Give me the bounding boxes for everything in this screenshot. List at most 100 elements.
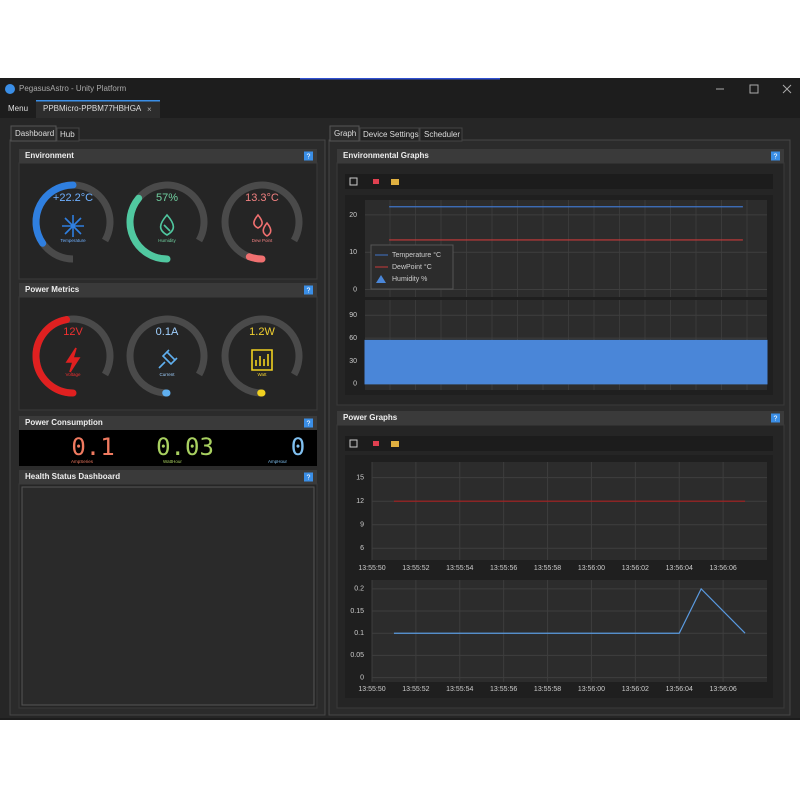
- line: [393, 587, 746, 634]
- help-label: ?: [774, 153, 778, 160]
- help-button[interactable]: [304, 285, 313, 295]
- y-tick-label: 60: [349, 335, 357, 342]
- gauge-track: [126, 315, 208, 397]
- toolbar-icons: [349, 177, 399, 448]
- gauge-icon: [159, 213, 175, 236]
- window-title: PegasusAstro - Unity Platform: [19, 84, 126, 93]
- help-label: ?: [774, 415, 778, 422]
- focus-strip: [300, 78, 500, 80]
- menu[interactable]: Menu: [8, 104, 28, 113]
- x-tick-label: 13:56:04: [666, 686, 693, 693]
- x-tick-label: 13:56:00: [578, 686, 605, 693]
- device-tab[interactable]: [36, 100, 160, 118]
- gauge-arc: [245, 253, 266, 263]
- panel-title: Health Status Dashboard: [25, 472, 120, 481]
- y-tick-label: 0: [353, 286, 357, 293]
- tab[interactable]: [359, 127, 420, 142]
- x-tick-label: 13:56:04: [666, 565, 693, 572]
- legend-label: Temperature °C: [392, 251, 441, 259]
- plot-area: [372, 580, 767, 682]
- toolbar: [345, 174, 773, 189]
- tab-label[interactable]: Graph: [334, 129, 356, 138]
- gauge-value: 13.3°C: [245, 192, 279, 204]
- tool-button[interactable]: [373, 441, 379, 446]
- help-label: ?: [307, 420, 311, 427]
- help-button[interactable]: [771, 413, 780, 423]
- gauge-icon: [65, 347, 81, 373]
- help-label: ?: [307, 153, 311, 160]
- x-tick-label: 13:55:52: [402, 686, 429, 693]
- help-button[interactable]: [304, 472, 313, 482]
- gauge-value: +22.2°C: [53, 192, 93, 204]
- y-tick-label: 0.05: [350, 652, 364, 659]
- x-tick-label: 13:55:50: [358, 565, 385, 572]
- y-tick-label: 0.1: [354, 630, 364, 637]
- tool-button[interactable]: [391, 441, 399, 447]
- maximize-button[interactable]: [749, 84, 759, 94]
- tab[interactable]: [10, 125, 57, 142]
- y-tick-label: 0: [353, 381, 357, 388]
- gauge-value: 57%: [156, 192, 178, 204]
- gauge-label: Watt: [257, 372, 267, 377]
- gauge-arc: [32, 316, 77, 397]
- panel-title: Power Consumption: [25, 418, 103, 427]
- tab[interactable]: [329, 125, 360, 142]
- tab-label[interactable]: Scheduler: [424, 130, 460, 139]
- y-tick-label: 0: [360, 674, 364, 681]
- x-tick-label: 13:55:54: [446, 565, 473, 572]
- help-button[interactable]: [304, 151, 313, 161]
- toolbar: [345, 436, 773, 451]
- tool-button[interactable]: [349, 439, 358, 448]
- tab-close[interactable]: ×: [147, 105, 152, 114]
- tab[interactable]: [419, 127, 463, 142]
- panel-header: [337, 411, 784, 425]
- gauge-label: Humidity: [158, 238, 176, 243]
- area: [364, 339, 768, 385]
- x-tick-label: 13:56:06: [709, 686, 736, 693]
- help-button[interactable]: [304, 418, 313, 428]
- gauge-value: 1.2W: [249, 326, 275, 338]
- legend-label: DewPoint °C: [392, 263, 432, 271]
- device-tab-label[interactable]: PPBMicro-PPBM77HBHGA: [43, 104, 142, 113]
- panel-title: Environment: [25, 151, 74, 160]
- tool-button[interactable]: [391, 179, 399, 185]
- y-tick-label: 0.15: [350, 608, 364, 615]
- legend-label: Humidity %: [392, 276, 427, 283]
- panel-header: [19, 470, 317, 484]
- y-tick-label: 10: [349, 249, 357, 256]
- gauge-value: 12V: [63, 326, 83, 338]
- y-tick-label: 20: [349, 212, 357, 219]
- display-label: AmpHour: [268, 459, 288, 464]
- gauge-arc: [126, 194, 171, 263]
- tab[interactable]: [56, 127, 80, 142]
- x-tick-label: 13:55:50: [358, 686, 385, 693]
- display-label: AmpSeries: [71, 459, 94, 464]
- y-tick-label: 15: [356, 475, 364, 482]
- tool-button[interactable]: [349, 177, 358, 186]
- tab-label[interactable]: Dashboard: [15, 129, 54, 138]
- display-label: WattHour: [163, 459, 182, 464]
- help-button[interactable]: [771, 151, 780, 161]
- tool-button[interactable]: [373, 179, 379, 184]
- panel-title: Power Metrics: [25, 285, 80, 294]
- panel-header: [337, 149, 784, 163]
- plot-area: [372, 462, 767, 560]
- tab-label[interactable]: Device Settings: [363, 130, 419, 139]
- x-tick-label: 13:55:58: [534, 565, 561, 572]
- gauge-track: [221, 181, 303, 263]
- gauge-icon: [251, 349, 273, 371]
- app-icon: [5, 84, 15, 94]
- panel-header: [19, 416, 317, 430]
- x-tick-label: 13:55:58: [534, 686, 561, 693]
- y-tick-label: 6: [360, 545, 364, 552]
- tab-label[interactable]: Hub: [60, 130, 75, 139]
- gauge-value: 0.1A: [156, 326, 179, 338]
- y-tick-label: 90: [349, 312, 357, 319]
- gauge-icon: [253, 213, 272, 237]
- health-area: [21, 486, 315, 706]
- y-tick-label: 9: [360, 522, 364, 529]
- gauge-arc: [32, 181, 77, 247]
- close-button[interactable]: [782, 84, 792, 94]
